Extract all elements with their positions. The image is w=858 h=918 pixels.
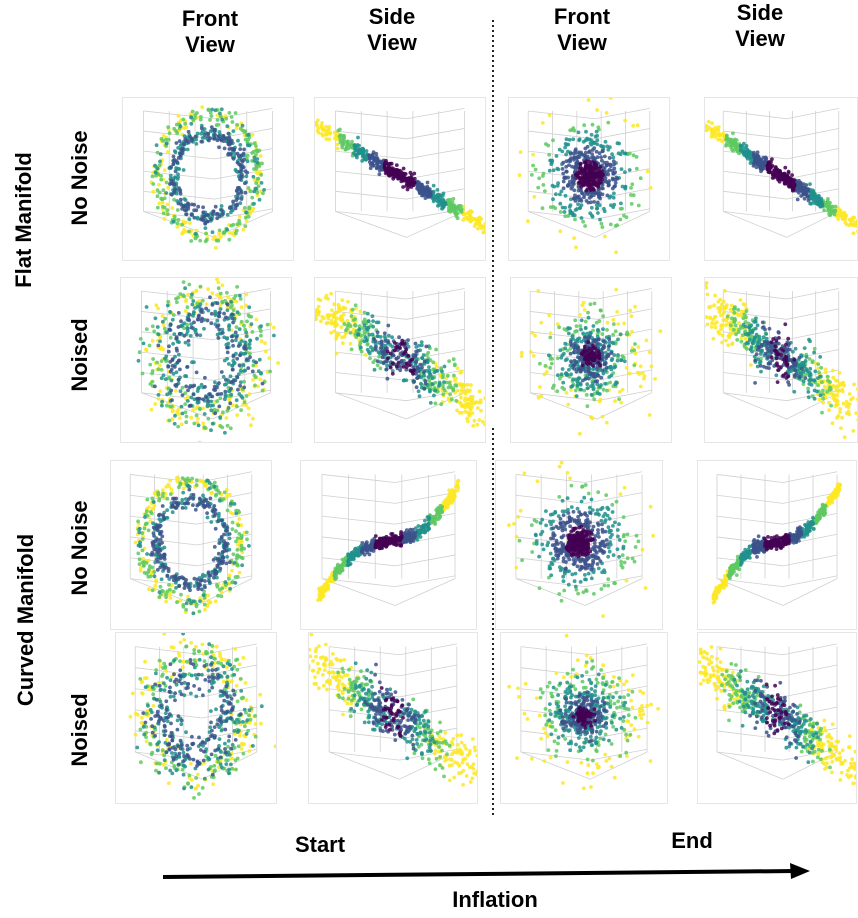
scatter-points	[133, 475, 251, 616]
panel-flat-noised-start-front	[120, 277, 292, 443]
panel-curved-no-noise-end-front	[495, 460, 663, 630]
column-header-1-line1: Front	[181, 6, 239, 31]
start-label: Start	[294, 832, 346, 857]
scatter-points	[711, 482, 843, 605]
panel-flat-noised-end-side	[704, 277, 858, 443]
scatter-points	[315, 118, 485, 235]
scatter-plot	[705, 107, 857, 238]
scatter-points	[705, 281, 857, 440]
column-header-1-line2: View	[185, 32, 235, 58]
column-header-2: Side View	[342, 4, 442, 57]
scatter-points	[315, 291, 485, 428]
panel-curved-no-noise-start-front	[110, 460, 272, 630]
column-header-3: Front View	[532, 4, 632, 57]
scatter-plot	[507, 461, 655, 618]
panel-flat-no-noise-start-front	[122, 97, 294, 261]
scatter-plot	[519, 287, 663, 436]
scatter-plot	[142, 105, 274, 250]
scatter-points	[507, 461, 655, 618]
scatter-points	[316, 478, 461, 602]
scatter-points	[136, 278, 280, 442]
axes-box	[529, 288, 653, 420]
scatter-points	[519, 287, 663, 436]
scatter-points	[507, 633, 660, 791]
panel-flat-noised-start-side	[314, 277, 486, 443]
scatter-points	[128, 633, 276, 800]
scatter-plot	[517, 98, 653, 255]
panel-curved-noised-end-side	[697, 632, 857, 804]
scatter-points	[517, 98, 653, 255]
column-header-3-line2: View	[557, 30, 607, 56]
scatter-plot	[315, 288, 485, 428]
panel-curved-noised-start-side	[308, 632, 478, 804]
panel-curved-noised-start-front	[115, 632, 277, 804]
scatter-plot	[315, 107, 485, 238]
scatter-points	[705, 119, 857, 236]
column-header-2-line1: Side	[368, 4, 416, 29]
panel-flat-no-noise-end-front	[508, 97, 670, 261]
column-header-2-line2: View	[367, 30, 417, 56]
inflation-label: Inflation	[452, 887, 538, 912]
column-header-1: Front View	[160, 6, 260, 59]
scatter-plot	[711, 471, 843, 606]
scatter-plot	[316, 471, 461, 606]
column-header-4-line1: Side	[736, 0, 784, 25]
scatter-points	[149, 105, 266, 250]
panel-curved-noised-end-front	[500, 632, 668, 804]
scatter-plot	[128, 633, 276, 800]
scatter-plot	[507, 633, 660, 791]
axes-box	[515, 471, 643, 606]
scatter-plot	[705, 281, 857, 440]
panel-flat-no-noise-start-side	[314, 97, 486, 261]
scatter-points	[309, 633, 477, 787]
end-label: End	[671, 828, 713, 853]
scatter-plot	[698, 643, 856, 786]
column-header-4-line2: View	[735, 26, 785, 52]
scatter-plot	[136, 278, 280, 442]
panel-flat-no-noise-end-side	[704, 97, 858, 261]
panel-curved-no-noise-end-side	[697, 460, 857, 630]
scatter-plot	[309, 633, 477, 787]
scatter-points	[698, 645, 856, 786]
panel-flat-noised-end-front	[510, 277, 672, 443]
panel-curved-no-noise-start-side	[300, 460, 477, 630]
scatter-plot	[129, 471, 253, 616]
column-header-3-line1: Front	[553, 4, 611, 29]
column-header-4: Side View	[710, 0, 810, 53]
